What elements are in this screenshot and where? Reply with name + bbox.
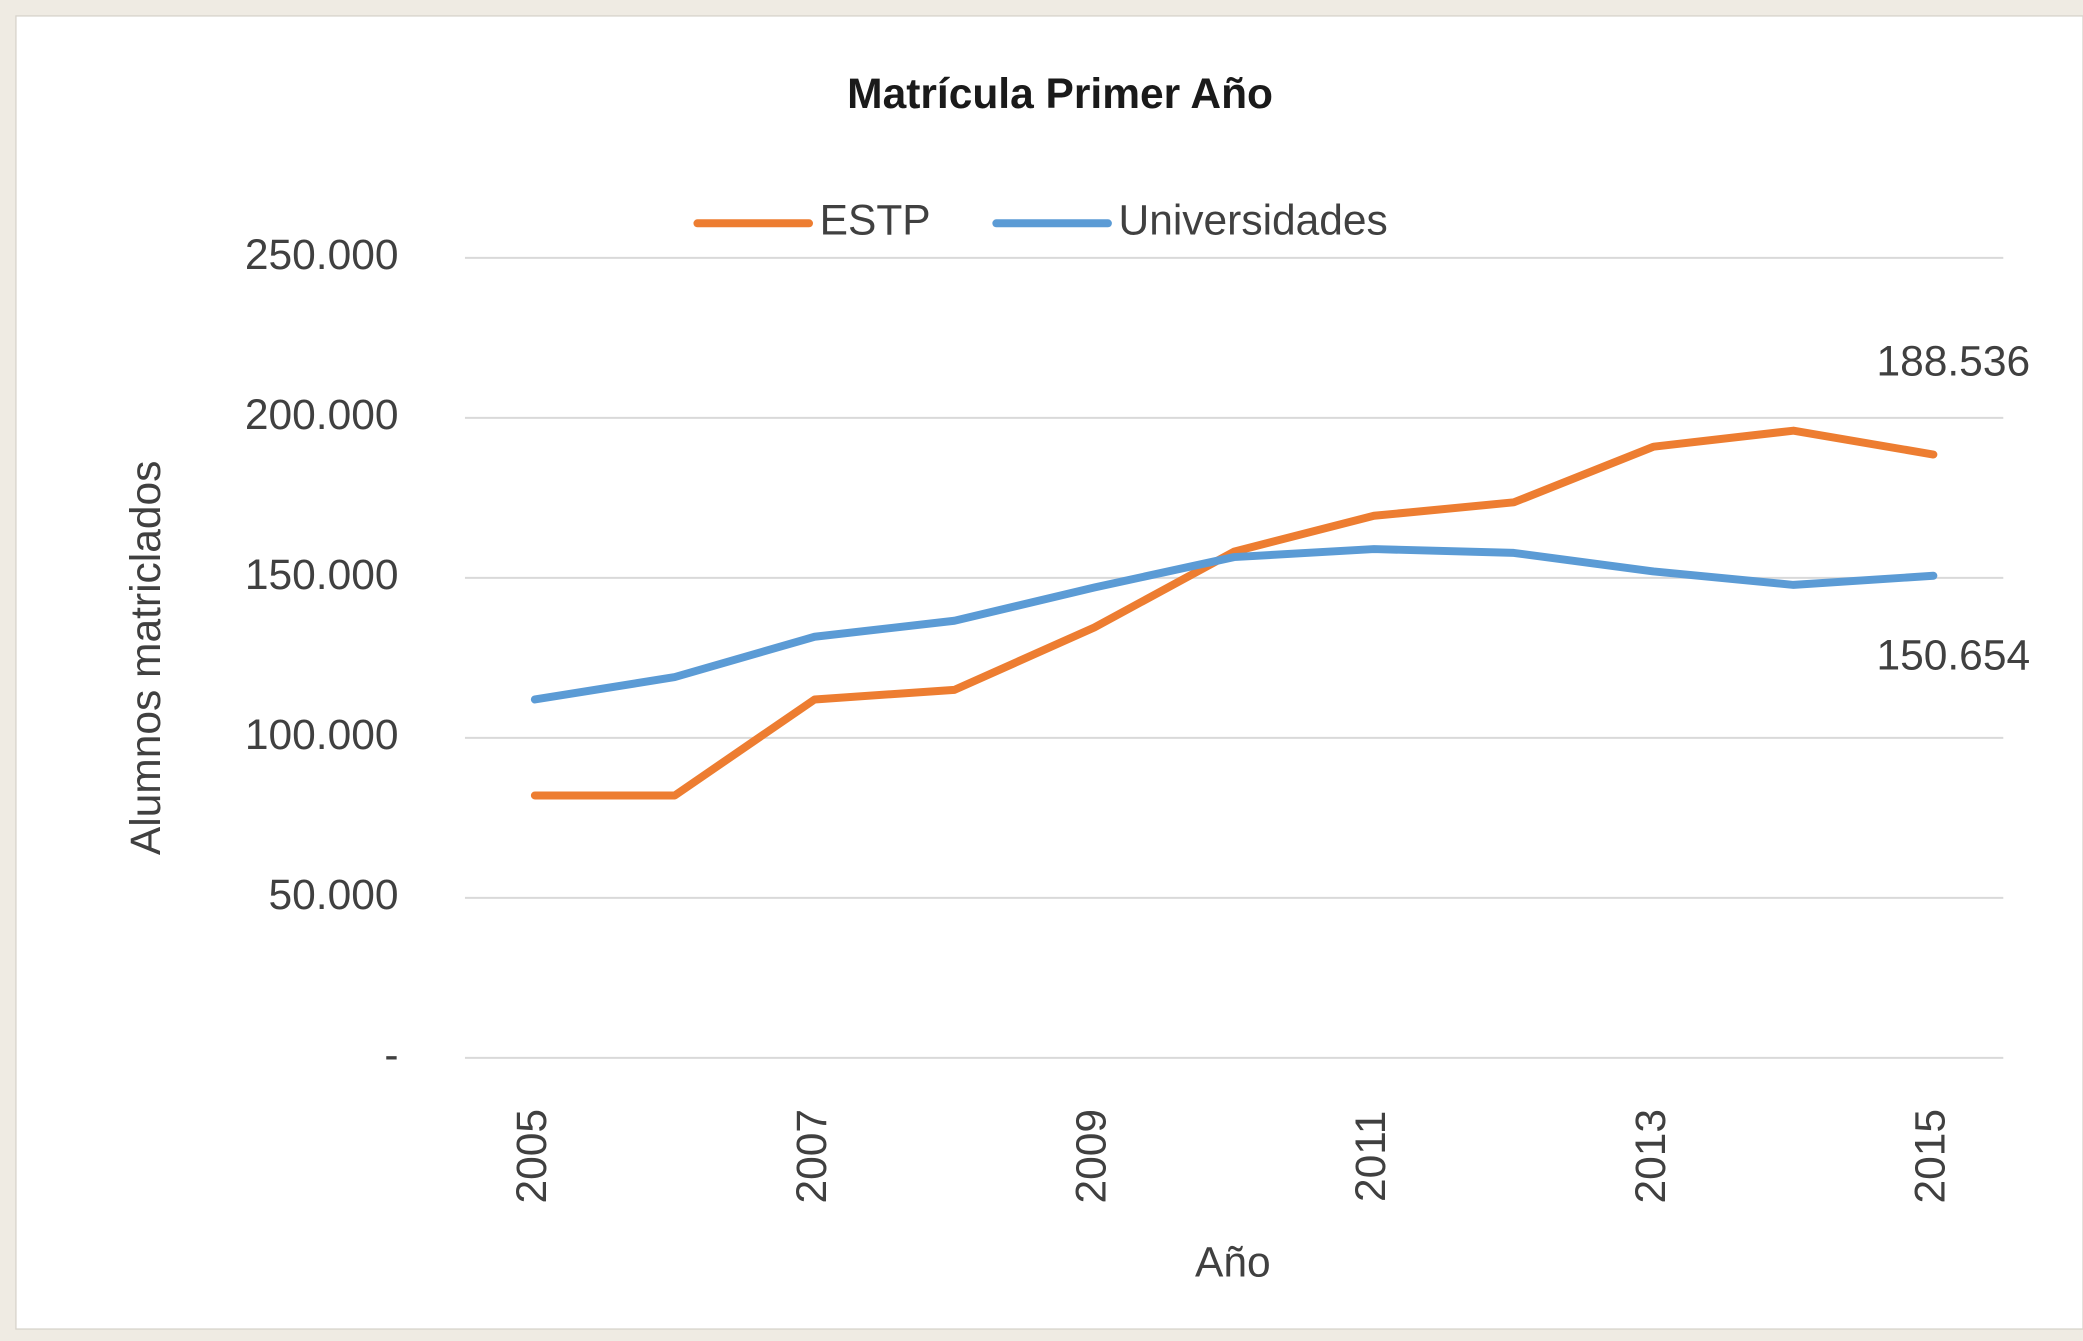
data-label: 188.536 bbox=[1876, 338, 2030, 385]
y-tick-label: 50.000 bbox=[269, 872, 399, 919]
y-tick-label: - bbox=[384, 1032, 398, 1079]
x-tick-label: 2015 bbox=[1908, 1109, 1955, 1204]
chart-title: Matrícula Primer Año bbox=[847, 71, 1273, 118]
y-axis-title: Alumnos matriclados bbox=[123, 461, 170, 856]
x-tick-label: 2005 bbox=[509, 1109, 556, 1204]
x-tick-label: 2013 bbox=[1628, 1109, 1675, 1204]
legend-label: ESTP bbox=[820, 198, 931, 245]
chart-panel bbox=[15, 15, 2083, 1330]
y-tick-label: 150.000 bbox=[245, 552, 399, 599]
y-tick-label: 100.000 bbox=[245, 712, 399, 759]
data-label: 150.654 bbox=[1876, 632, 2030, 679]
x-tick-label: 2011 bbox=[1348, 1111, 1395, 1202]
x-axis-title: Año bbox=[1195, 1239, 1271, 1286]
data-line bbox=[530, 545, 1938, 704]
legend-label: Universidades bbox=[1119, 198, 1388, 245]
x-tick-label: 2007 bbox=[789, 1109, 836, 1204]
x-tick-label: 2009 bbox=[1069, 1109, 1116, 1204]
data-line bbox=[530, 426, 1938, 800]
y-tick-label: 250.000 bbox=[245, 232, 399, 279]
y-tick-label: 200.000 bbox=[245, 392, 399, 439]
